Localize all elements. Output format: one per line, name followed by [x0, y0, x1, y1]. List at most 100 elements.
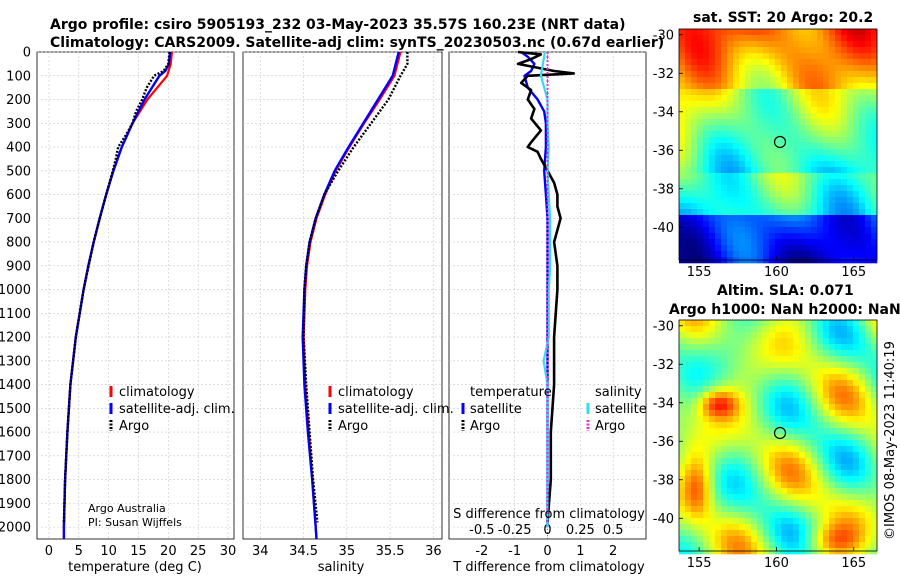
- map-cell: [823, 506, 830, 513]
- map-cell: [685, 83, 692, 90]
- map-cell: [769, 149, 776, 156]
- map-cell: [757, 482, 764, 489]
- map-cell: [709, 488, 716, 495]
- map-cell: [865, 185, 872, 192]
- map-cell: [685, 41, 692, 48]
- map-cell: [835, 191, 842, 198]
- map-cell: [799, 350, 806, 357]
- map-cell: [829, 221, 836, 228]
- map-cell: [787, 191, 794, 198]
- map-cell: [853, 107, 860, 114]
- map-cell: [835, 167, 842, 174]
- map-cell: [859, 143, 866, 150]
- map-cell: [811, 119, 818, 126]
- map-cell: [799, 422, 806, 429]
- map-cell: [841, 167, 848, 174]
- map-cell: [799, 101, 806, 108]
- map-cell: [679, 233, 686, 240]
- map-cell: [745, 167, 752, 174]
- map-cell: [751, 464, 758, 471]
- map-cell: [835, 404, 842, 411]
- map-cell: [835, 446, 842, 453]
- map-cell: [727, 536, 734, 543]
- map-cell: [733, 344, 740, 351]
- map-cell: [715, 542, 722, 549]
- map-cell: [775, 440, 782, 447]
- map-cell: [799, 59, 806, 66]
- map-cell: [829, 47, 836, 54]
- map-cell: [787, 320, 794, 327]
- map-cell: [769, 191, 776, 198]
- map-cell: [721, 233, 728, 240]
- map-cell: [853, 488, 860, 495]
- map-cell: [721, 362, 728, 369]
- map-cell: [679, 95, 686, 102]
- map-cell: [829, 404, 836, 411]
- map-cell: [745, 410, 752, 417]
- map-cell: [679, 113, 686, 120]
- map-cell: [823, 137, 830, 144]
- salinity-xlabel: salinity: [318, 560, 365, 575]
- map-cell: [757, 245, 764, 252]
- map-cell: [745, 47, 752, 54]
- map-cell: [841, 374, 848, 381]
- map-cell: [679, 179, 686, 186]
- map-cell: [805, 143, 812, 150]
- map-cell: [787, 41, 794, 48]
- map-cell: [805, 482, 812, 489]
- map-cell: [715, 191, 722, 198]
- map-cell: [685, 191, 692, 198]
- map-cell: [859, 332, 866, 339]
- map-cell: [829, 245, 836, 252]
- map-cell: [775, 191, 782, 198]
- map-cell: [835, 209, 842, 216]
- map-cell: [727, 191, 734, 198]
- map-cell: [709, 380, 716, 387]
- map-cell: [679, 215, 686, 222]
- map-cell: [775, 155, 782, 162]
- map-cell: [703, 101, 710, 108]
- map-cell: [685, 434, 692, 441]
- map-cell: [811, 320, 818, 327]
- map-cell: [859, 251, 866, 258]
- map-cell: [859, 155, 866, 162]
- map-cell: [757, 131, 764, 138]
- map-cell: [829, 440, 836, 447]
- map-cell: [793, 530, 800, 537]
- map-cell: [859, 125, 866, 132]
- s-difference-tick-label: 0.5: [603, 523, 624, 538]
- map-cell: [811, 29, 818, 36]
- map-cell: [763, 35, 770, 42]
- map-cell: [871, 440, 878, 447]
- map-cell: [745, 101, 752, 108]
- map-cell: [685, 452, 692, 459]
- map-cell: [847, 131, 854, 138]
- map-cell: [751, 143, 758, 150]
- map-cell: [739, 239, 746, 246]
- map-cell: [865, 221, 872, 228]
- map-cell: [739, 452, 746, 459]
- map-cell: [793, 47, 800, 54]
- map-cell: [799, 131, 806, 138]
- map-cell: [727, 446, 734, 453]
- legend-temp-argo-label: Argo: [470, 419, 500, 434]
- map-cell: [751, 233, 758, 240]
- map-cell: [715, 35, 722, 42]
- map-cell: [679, 380, 686, 387]
- map-cell: [859, 350, 866, 357]
- map-cell: [865, 494, 872, 501]
- map-cell: [727, 488, 734, 495]
- map-cell: [691, 494, 698, 501]
- map-lon-label: 160: [764, 556, 789, 571]
- map-cell: [757, 542, 764, 549]
- map-cell: [757, 386, 764, 393]
- map-cell: [817, 161, 824, 168]
- map-cell: [721, 410, 728, 417]
- map-cell: [811, 137, 818, 144]
- map-cell: [751, 344, 758, 351]
- map-cell: [727, 530, 734, 537]
- map-cell: [721, 125, 728, 132]
- map-cell: [751, 500, 758, 507]
- map-cell: [871, 320, 878, 327]
- map-cell: [697, 506, 704, 513]
